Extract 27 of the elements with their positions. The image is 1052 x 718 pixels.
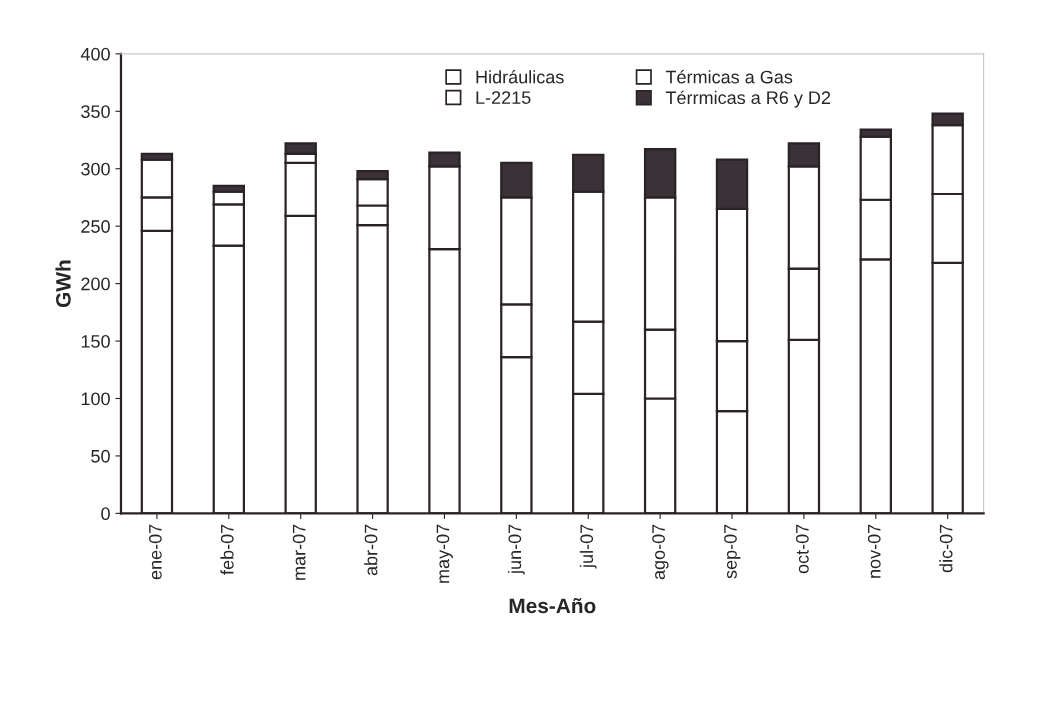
x-tick-label: sep-07: [724, 524, 741, 579]
x-tick-label: may-07: [436, 524, 453, 583]
x-tick-label: oct-07: [795, 524, 809, 574]
x-tick-label: dic-07: [939, 524, 953, 573]
x-tick-label: feb-07: [220, 524, 234, 575]
y-tick-label: 150: [81, 334, 110, 348]
x-tick-label: mar-07: [292, 524, 306, 580]
y-tick-label: 100: [81, 392, 110, 406]
x-tick-label: nov-07: [867, 524, 881, 578]
x-axis-title: Mes-Año: [509, 597, 596, 614]
y-tick-label: 250: [81, 220, 110, 233]
x-tick-label: jul-07: [579, 524, 597, 569]
x-tick-label: ene-07: [148, 524, 162, 580]
y-tick-label: 350: [81, 105, 110, 119]
x-tick-label: jun-07: [507, 524, 525, 575]
y-tick-label: 300: [81, 162, 110, 176]
legend-label: Térrmicas a R6 y D2: [665, 90, 831, 108]
y-tick-label: 0: [101, 507, 110, 521]
x-tick-label: ago-07: [652, 524, 669, 580]
legend-label: Hidráulicas: [476, 69, 564, 84]
y-tick-label: 400: [80, 47, 110, 61]
legend-label: Térmicas a Gas: [665, 69, 793, 84]
x-tick-label: abr-07: [364, 524, 378, 576]
y-tick-label: 50: [91, 449, 110, 463]
y-axis-title: GWh: [55, 260, 71, 308]
legend-label: L-2215: [476, 91, 531, 104]
y-tick-label: 200: [81, 277, 110, 291]
